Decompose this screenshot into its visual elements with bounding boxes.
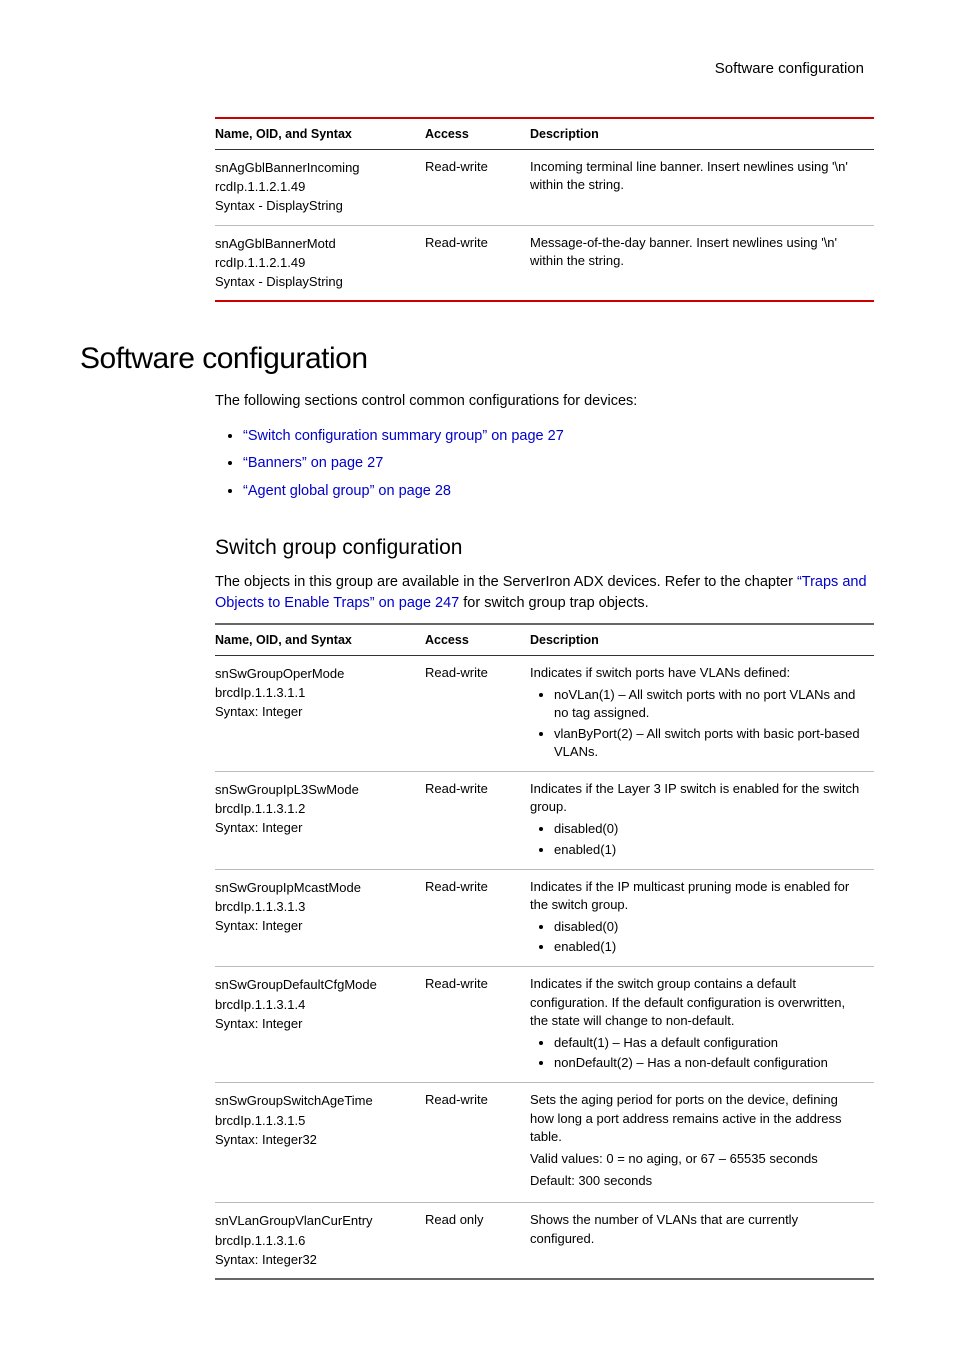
table-row: snAgGblBannerMotdrcdIp.1.1.2.1.49Syntax … — [215, 225, 874, 301]
table-row: snSwGroupDefaultCfgModebrcdIp.1.1.3.1.4S… — [215, 967, 874, 1083]
table-header: Name, OID, and Syntax — [215, 624, 425, 656]
page-link[interactable]: “Agent global group” on page 28 — [243, 483, 451, 499]
table-row: snSwGroupSwitchAgeTimebrcdIp.1.1.3.1.5Sy… — [215, 1083, 874, 1203]
table-row: snSwGroupIpMcastModebrcdIp.1.1.3.1.3Synt… — [215, 869, 874, 967]
table-row: snAgGblBannerIncomingrcdIp.1.1.2.1.49Syn… — [215, 150, 874, 226]
table-row: snSwGroupIpL3SwModebrcdIp.1.1.3.1.2Synta… — [215, 771, 874, 869]
table-header: Name, OID, and Syntax — [215, 118, 425, 150]
table-row: snSwGroupOperModebrcdIp.1.1.3.1.1Syntax:… — [215, 656, 874, 772]
section-intro: The objects in this group are available … — [215, 572, 874, 616]
table-header: Access — [425, 118, 530, 150]
page-title: Software configuration — [80, 342, 874, 376]
banner-table: Name, OID, and Syntax Access Description… — [215, 117, 874, 302]
link-list: “Switch configuration summary group” on … — [215, 423, 874, 506]
breadcrumb: Software configuration — [80, 60, 874, 77]
table-header: Access — [425, 624, 530, 656]
table-header: Description — [530, 118, 874, 150]
intro-text: The following sections control common co… — [215, 391, 874, 413]
page-link[interactable]: “Switch configuration summary group” on … — [243, 428, 564, 444]
table-row: snVLanGroupVlanCurEntrybrcdIp.1.1.3.1.6S… — [215, 1203, 874, 1279]
page-link[interactable]: “Banners” on page 27 — [243, 455, 383, 471]
section-heading: Switch group configuration — [215, 536, 874, 560]
switch-group-table: Name, OID, and Syntax Access Description… — [215, 623, 874, 1280]
table-header: Description — [530, 624, 874, 656]
